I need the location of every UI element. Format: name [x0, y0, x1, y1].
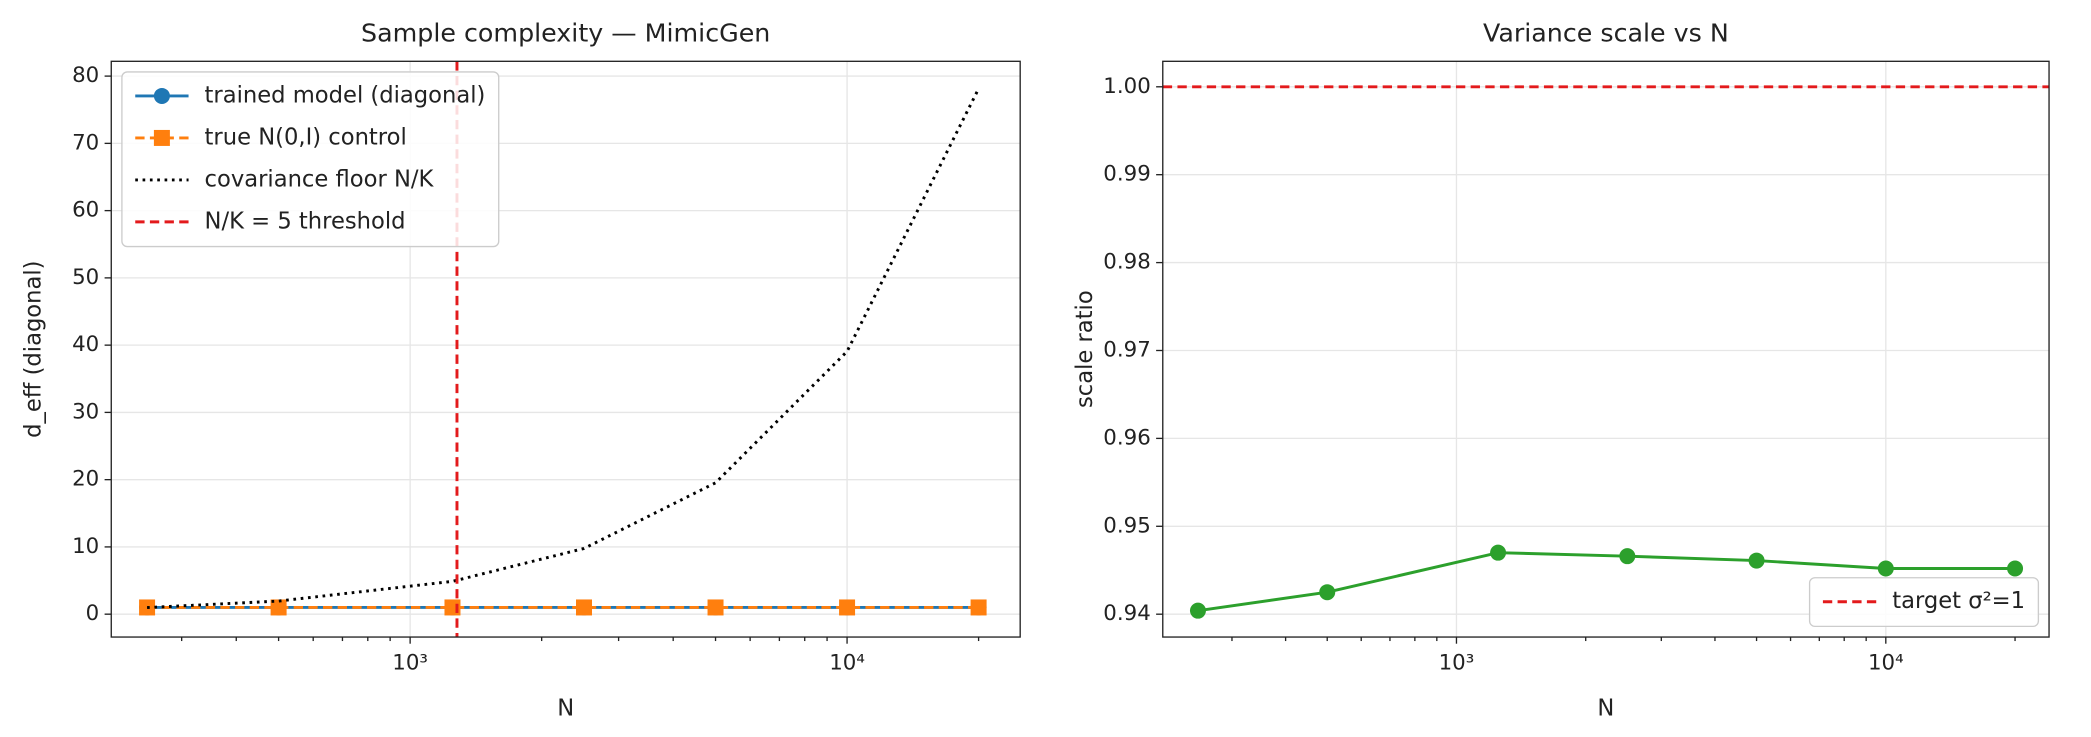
y-tick-label: 0.95	[1103, 513, 1150, 538]
marker	[839, 599, 856, 616]
y-tick-label: 70	[72, 130, 99, 155]
marker	[270, 599, 287, 616]
y-axis-label: d_eff (diagonal)	[20, 260, 46, 437]
y-tick-label: 0.96	[1103, 425, 1150, 450]
plot-area	[1162, 85, 2050, 619]
chart-title: Sample complexity — MimicGen	[361, 18, 770, 48]
legend-label: N/K = 5 threshold	[205, 208, 406, 234]
plot-frame	[110, 60, 1021, 638]
marker	[2007, 560, 2024, 577]
y-tick-label: 30	[72, 399, 99, 424]
marker	[1319, 584, 1336, 601]
x-axis-label: N	[1597, 696, 1614, 722]
legend-label: trained model (diagonal)	[205, 82, 486, 108]
y-tick-label: 50	[72, 265, 99, 290]
x-tick-label: 10⁴	[1868, 651, 1904, 676]
marker	[1748, 552, 1765, 569]
x-tick-label: 10⁴	[829, 651, 865, 676]
y-tick-label: 0.94	[1103, 601, 1150, 626]
y-tick-label: 80	[72, 63, 99, 88]
x-tick-label: 10³	[1439, 651, 1475, 676]
marker	[1877, 560, 1894, 577]
legend-label: covariance floor N/K	[205, 166, 435, 192]
y-tick-label: 60	[72, 198, 99, 223]
legend-label: true N(0,I) control	[205, 124, 407, 150]
y-tick-label: 0.98	[1103, 250, 1150, 275]
marker	[707, 599, 724, 616]
series-line	[146, 88, 980, 610]
legend-marker	[153, 87, 170, 104]
legend: trained model (diagonal) true N(0,I) cont…	[121, 71, 500, 248]
y-tick-label: 1.00	[1103, 74, 1150, 99]
plot-area	[139, 61, 987, 638]
legend-marker	[153, 129, 170, 146]
y-tick-label: 0	[86, 601, 100, 626]
plot-frame	[1162, 60, 2050, 638]
legend-box	[1808, 577, 2040, 628]
marker	[576, 599, 593, 616]
marker	[1490, 544, 1507, 561]
y-tick-label: 20	[72, 467, 99, 492]
marker	[1189, 602, 1206, 619]
y-tick-label: 0.97	[1103, 337, 1150, 362]
x-tick-label: 10³	[392, 651, 428, 676]
x-axis-label: N	[557, 696, 574, 722]
legend-label: target σ²=1	[1892, 588, 2025, 614]
chart-title: Variance scale vs N	[1483, 18, 1729, 48]
legend-box	[121, 71, 500, 248]
legend: target σ²=1	[1808, 577, 2040, 628]
marker	[1619, 548, 1636, 565]
y-tick-label: 40	[72, 332, 99, 357]
y-tick-label: 0.99	[1103, 162, 1150, 187]
marker	[970, 599, 987, 616]
y-axis-label: scale ratio	[1072, 290, 1098, 408]
y-tick-label: 10	[72, 534, 99, 559]
